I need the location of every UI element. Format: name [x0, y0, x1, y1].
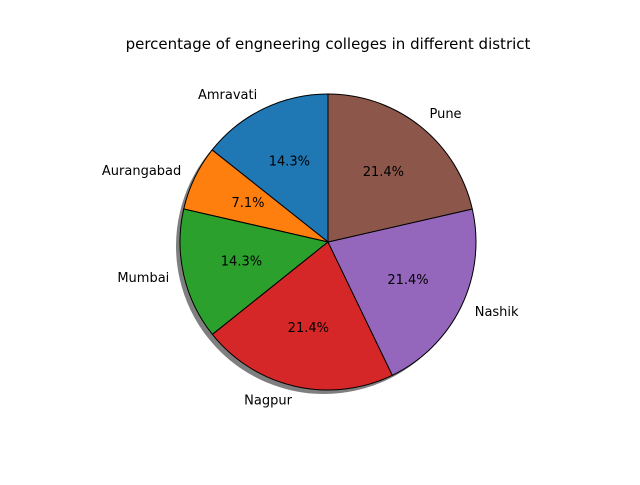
- slice-label-nashik: Nashik: [475, 305, 519, 320]
- slice-percent-nagpur: 21.4%: [288, 321, 329, 336]
- pie-slices: [179, 93, 477, 391]
- slice-percent-pune: 21.4%: [363, 165, 404, 180]
- slice-percent-nashik: 21.4%: [387, 273, 428, 288]
- slice-label-amravati: Amravati: [198, 88, 257, 103]
- pie-slice-nagpur: [211, 241, 393, 391]
- pie-slice-nashik: [327, 208, 477, 376]
- pie-labels: Amravati 14.3% Aurangabad 7.1% Mumbai 14.3% Na…: [102, 88, 519, 408]
- slice-label-aurangabad: Aurangabad: [102, 164, 181, 179]
- chart-title: percentage of engneering colleges in dif…: [126, 35, 531, 53]
- pie-slice-pune: [327, 93, 473, 243]
- slice-label-pune: Pune: [429, 107, 461, 122]
- slice-percent-aurangabad: 7.1%: [231, 196, 264, 211]
- slice-percent-amravati: 14.3%: [269, 155, 310, 170]
- slice-label-nagpur: Nagpur: [244, 393, 292, 408]
- slice-percent-mumbai: 14.3%: [221, 254, 262, 269]
- pie-slice-amravati: [211, 93, 329, 243]
- slice-label-mumbai: Mumbai: [117, 271, 169, 286]
- pie-slice-mumbai: [179, 208, 329, 335]
